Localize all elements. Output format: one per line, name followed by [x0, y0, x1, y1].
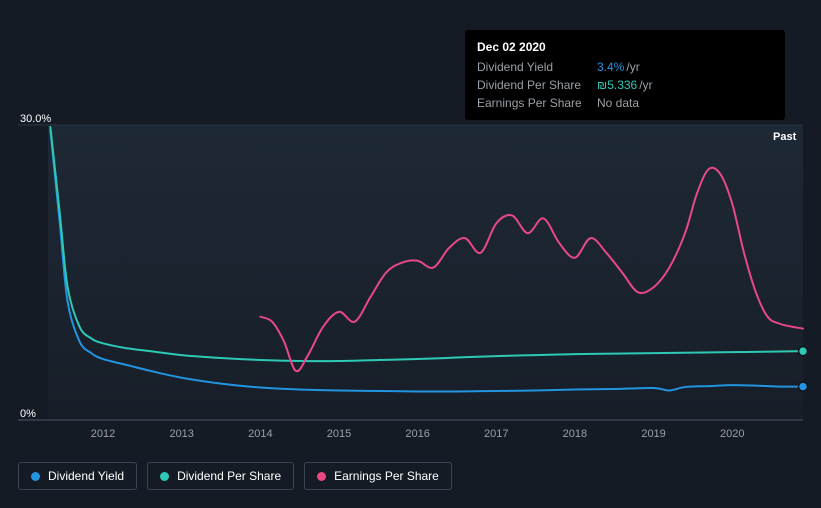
x-tick-label: 2018 [563, 428, 587, 440]
legend-label: Earnings Per Share [334, 469, 439, 483]
x-tick-label: 2016 [405, 428, 429, 440]
x-tick-label: 2019 [641, 428, 665, 440]
y-tick-label: 30.0% [20, 113, 51, 125]
tooltip-row-suffix: /yr [626, 58, 639, 76]
legend-label: Dividend Yield [48, 469, 124, 483]
y-tick-label: 0% [20, 408, 36, 420]
x-tick-label: 2017 [484, 428, 508, 440]
x-tick-label: 2013 [169, 428, 193, 440]
legend-item-dividend-yield[interactable]: Dividend Yield [18, 462, 137, 490]
x-tick-label: 2015 [327, 428, 351, 440]
tooltip-row-value: ₪5.336 [597, 76, 637, 94]
x-tick-label: 2014 [248, 428, 272, 440]
legend-label: Dividend Per Share [177, 469, 281, 483]
tooltip-row-label: Earnings Per Share [477, 94, 597, 112]
tooltip-row-value: No data [597, 94, 639, 112]
tooltip-date: Dec 02 2020 [477, 38, 773, 56]
tooltip-row: Earnings Per ShareNo data [477, 94, 773, 112]
chart-legend: Dividend Yield Dividend Per Share Earnin… [18, 462, 452, 490]
tooltip-row-label: Dividend Per Share [477, 76, 597, 94]
tooltip-row-suffix: /yr [639, 76, 652, 94]
tooltip-row-value: 3.4% [597, 58, 624, 76]
tooltip-row-label: Dividend Yield [477, 58, 597, 76]
legend-swatch [31, 472, 40, 481]
x-tick-label: 2012 [91, 428, 115, 440]
x-tick-label: 2020 [720, 428, 744, 440]
tooltip-row: Dividend Yield3.4% /yr [477, 58, 773, 76]
tooltip-row: Dividend Per Share₪5.336 /yr [477, 76, 773, 94]
legend-swatch [160, 472, 169, 481]
chart-tooltip: Dec 02 2020 Dividend Yield3.4% /yrDivide… [465, 30, 785, 120]
legend-item-dividend-per-share[interactable]: Dividend Per Share [147, 462, 294, 490]
legend-item-earnings-per-share[interactable]: Earnings Per Share [304, 462, 452, 490]
legend-swatch [317, 472, 326, 481]
past-label: Past [773, 131, 796, 143]
